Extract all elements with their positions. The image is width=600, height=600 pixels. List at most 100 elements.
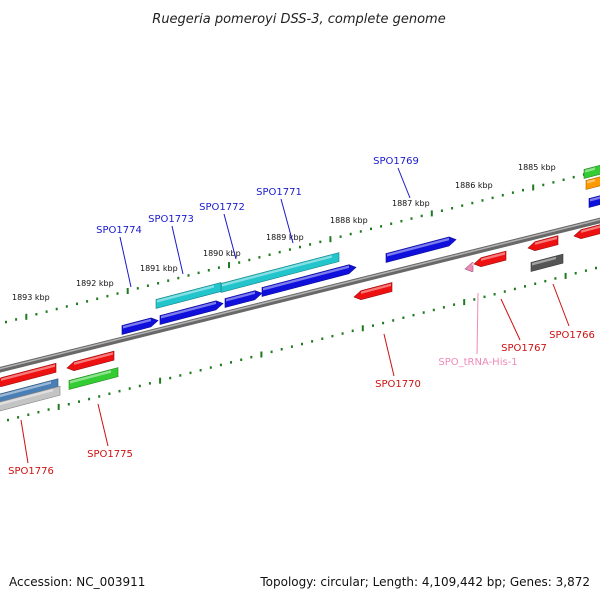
feature-cyan-2[interactable] <box>155 282 222 309</box>
outer-tick-minor <box>451 207 454 210</box>
inner-tick-minor <box>280 348 283 351</box>
inner-tick-minor <box>422 311 425 314</box>
inner-tick-minor <box>7 418 9 422</box>
gene-label-SPO1774[interactable]: SPO1774 <box>96 225 142 236</box>
outer-tick-minor <box>481 199 484 202</box>
inner-tick-minor <box>250 355 253 359</box>
topology-text: Topology: circular; Length: 4,109,442 bp… <box>259 575 590 589</box>
outer-tick-major <box>329 236 332 243</box>
gene-SPO1767[interactable] <box>473 250 507 268</box>
gene-label-SPO1773[interactable]: SPO1773 <box>148 214 194 225</box>
outer-tick-minor <box>511 191 514 194</box>
gene-label-SPO1769[interactable]: SPO1769 <box>373 156 419 167</box>
inner-tick-minor <box>574 272 577 275</box>
outer-tick-minor <box>197 271 200 275</box>
kbp-label: 1885 kbp <box>518 163 556 172</box>
inner-tick-minor <box>301 342 303 346</box>
gene-edge-fwd[interactable] <box>588 193 600 208</box>
gene-SPO1771[interactable] <box>261 263 357 297</box>
inner-tick-minor <box>402 316 405 319</box>
leader-line-SPO1774 <box>119 236 132 288</box>
gene-label-SPO1767[interactable]: SPO1767 <box>501 343 547 354</box>
outer-tick-major <box>430 210 433 217</box>
gene-label-SPO1772[interactable]: SPO1772 <box>199 202 245 213</box>
inner-tick-minor <box>47 408 50 411</box>
inner-tick-minor <box>209 366 212 369</box>
kbp-label: 1892 kbp <box>76 279 114 288</box>
inner-tick-minor <box>199 369 202 372</box>
inner-tick-minor <box>473 298 476 301</box>
gene-edge-rev[interactable] <box>573 223 600 241</box>
inner-tick-major <box>57 403 60 410</box>
inner-tick-minor <box>382 321 385 325</box>
outer-tick-minor <box>461 204 464 207</box>
gene-label-SPO1770[interactable]: SPO1770 <box>375 379 421 390</box>
outer-tick-minor <box>380 225 383 228</box>
label-layer: 1885 kbp 1886 kbp 1887 kbp 1888 kbp 1889 kbp… <box>8 156 595 477</box>
gene-left-rev[interactable] <box>66 350 115 372</box>
kbp-label: 1889 kbp <box>266 233 304 242</box>
gene-SPO1774[interactable] <box>121 316 159 335</box>
feature-edge-orange[interactable] <box>585 175 600 190</box>
inner-tick-minor <box>513 287 516 291</box>
gene-label-SPO1771[interactable]: SPO1771 <box>256 187 302 198</box>
outer-tick-minor <box>76 302 78 306</box>
gene-SPO1766[interactable] <box>527 235 559 253</box>
inner-tick-minor <box>493 293 496 296</box>
outer-tick-minor <box>5 320 7 324</box>
outer-tick-minor <box>187 274 190 277</box>
inner-tick-major <box>361 325 364 332</box>
kbp-label: 1886 kbp <box>455 181 493 190</box>
outer-tick-minor <box>167 279 170 282</box>
outer-tick-minor <box>278 250 281 254</box>
gene-SPO1776[interactable] <box>0 362 57 388</box>
inner-tick-minor <box>230 361 232 364</box>
inner-tick-minor <box>67 403 70 406</box>
gene-label-SPO_tRNA-His-1[interactable]: SPO_tRNA-His-1 <box>438 357 517 368</box>
outer-tick-minor <box>542 183 545 187</box>
gene-SPO_tRNA-His-1[interactable] <box>464 262 474 273</box>
track-layer <box>0 170 600 422</box>
inner-tick-major <box>564 272 567 279</box>
gene-SPO1773[interactable] <box>159 299 224 325</box>
gene-SPO1769[interactable] <box>385 235 457 263</box>
inner-tick-major <box>260 351 263 358</box>
inner-tick-minor <box>98 395 101 398</box>
outer-tick-minor <box>35 313 38 316</box>
gene-SPO1775[interactable] <box>68 367 119 390</box>
outer-tick-minor <box>96 297 99 300</box>
gene-SPO1770[interactable] <box>353 282 393 302</box>
inner-tick-minor <box>483 295 486 299</box>
inner-tick-minor <box>554 277 557 280</box>
feature-edge-green[interactable] <box>583 164 600 179</box>
outer-tick-minor <box>420 214 423 218</box>
inner-tick-minor <box>179 374 182 377</box>
inner-tick-minor <box>290 345 293 348</box>
outer-tick-major <box>25 313 28 320</box>
feature-lightgray[interactable] <box>0 385 61 413</box>
inner-tick-minor <box>169 376 172 380</box>
outer-tick-minor <box>146 284 149 287</box>
outer-tick-minor <box>207 269 210 272</box>
outer-tick-minor <box>136 287 139 290</box>
outer-tick-minor <box>562 178 565 181</box>
outer-tick-minor <box>370 227 372 231</box>
gene-label-SPO1766[interactable]: SPO1766 <box>549 330 595 341</box>
outer-tick-minor <box>55 307 58 311</box>
outer-tick-minor <box>491 196 494 200</box>
outer-tick-minor <box>552 181 555 184</box>
outer-tick-major <box>126 288 129 294</box>
gene-label-SPO1776[interactable]: SPO1776 <box>8 466 54 477</box>
outer-tick-minor <box>471 201 474 205</box>
inner-tick-minor <box>544 279 547 283</box>
leader-line-SPO1770 <box>383 333 395 377</box>
inner-tick-minor <box>331 334 334 338</box>
feature-gray[interactable] <box>530 253 564 272</box>
gene-label-SPO1775[interactable]: SPO1775 <box>87 449 133 460</box>
outer-tick-minor <box>299 245 301 249</box>
outer-tick-minor <box>238 261 241 264</box>
outer-tick-minor <box>65 305 68 308</box>
gene-SPO1772[interactable] <box>224 289 263 308</box>
inner-tick-minor <box>341 332 344 335</box>
inner-tick-minor <box>442 306 445 309</box>
